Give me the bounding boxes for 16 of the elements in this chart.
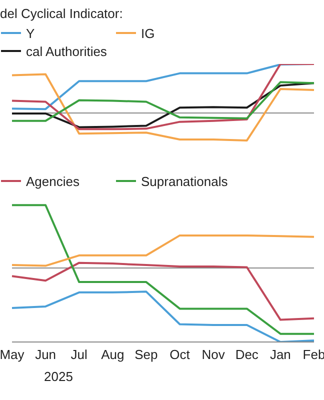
legend-label: Agencies bbox=[26, 174, 80, 188]
x-tick-label: Oct bbox=[170, 347, 190, 362]
legend-label: cal Authorities bbox=[26, 44, 107, 58]
x-tick-label: Aug bbox=[101, 347, 124, 362]
x-tick-label: Sep bbox=[134, 347, 158, 362]
x-tick-label: Jan bbox=[270, 347, 291, 362]
legend-label: IG bbox=[141, 26, 155, 40]
legend-label: Y bbox=[26, 26, 35, 40]
legend-label: Supranationals bbox=[141, 174, 228, 188]
x-tick-label: Jul bbox=[70, 347, 88, 362]
legend-title: del Cyclical Indicator: bbox=[0, 6, 124, 23]
text: 2025 bbox=[44, 369, 73, 384]
x-tick-label: Nov bbox=[202, 347, 226, 362]
x-tick-label: Jun bbox=[35, 347, 56, 362]
x-tick-label: May bbox=[0, 347, 25, 362]
x-tick-label: Dec bbox=[235, 347, 259, 362]
